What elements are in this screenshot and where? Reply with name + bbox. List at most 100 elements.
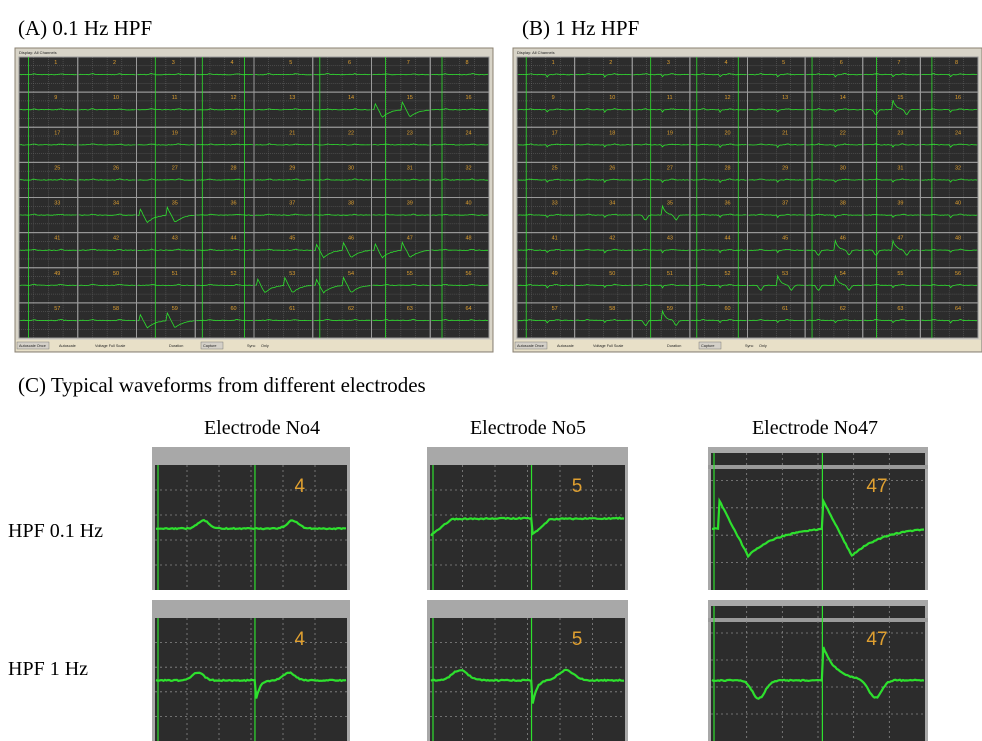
channel-number: 43	[172, 236, 178, 242]
channel-number: 62	[348, 306, 354, 312]
channel-number: 30	[348, 165, 354, 171]
channel-number: 38	[840, 201, 846, 207]
channel-number: 45	[782, 236, 788, 242]
toolbar-text: Sync	[247, 344, 256, 348]
channel-number: 15	[407, 95, 413, 101]
channel-number: 24	[955, 130, 961, 136]
channel-number: 43	[667, 236, 673, 242]
channel-number: 19	[667, 130, 673, 136]
channel-number: 18	[609, 130, 615, 136]
channel-number: 42	[609, 236, 615, 242]
channel-number: 39	[407, 201, 413, 207]
channel-number: 47	[866, 476, 887, 497]
channel-number: 32	[466, 165, 472, 171]
channel-number: 8	[466, 60, 469, 66]
channel-number: 37	[289, 201, 295, 207]
panel-label: (C) Typical waveforms from different ele…	[18, 373, 426, 397]
channel-number: 44	[724, 236, 730, 242]
channel-number: 39	[897, 201, 903, 207]
channel-number: 11	[667, 95, 673, 101]
channel-number: 4	[295, 629, 306, 650]
channel-number: 64	[955, 306, 961, 312]
channel-number: 31	[407, 165, 413, 171]
toolbar-text: Voltage Full Scale	[593, 344, 623, 348]
channel-number: 27	[667, 165, 673, 171]
channel-number: 29	[289, 165, 295, 171]
channel-number: 4	[295, 476, 306, 497]
channel-number: 53	[782, 271, 788, 277]
channel-number: 47	[866, 629, 887, 650]
channel-number: 56	[466, 271, 472, 277]
channel-number: 48	[955, 236, 961, 242]
channel-number: 1	[552, 60, 555, 66]
channel-number: 16	[955, 95, 961, 101]
channel-number: 17	[54, 130, 60, 136]
channel-number: 11	[172, 95, 178, 101]
channel-number: 45	[289, 236, 295, 242]
channel-number: 28	[724, 165, 730, 171]
channel-number: 9	[54, 95, 57, 101]
channel-number: 31	[897, 165, 903, 171]
channel-number: 29	[782, 165, 788, 171]
channel-number: 58	[113, 306, 119, 312]
channel-number: 7	[407, 60, 410, 66]
channel-number: 47	[897, 236, 903, 242]
panel-header: Display: All Channels	[19, 50, 57, 55]
channel-number: 49	[552, 271, 558, 277]
panel-header: Display: All Channels	[517, 50, 555, 55]
channel-number: 33	[552, 201, 558, 207]
toolbar-text: Only	[759, 344, 767, 348]
channel-number: 55	[897, 271, 903, 277]
channel-number: 63	[897, 306, 903, 312]
toolbar-text: Autoscale	[557, 344, 574, 348]
channel-number: 12	[231, 95, 237, 101]
channel-number: 13	[289, 95, 295, 101]
channel-number: 3	[667, 60, 670, 66]
toolbar-text: Duration	[667, 344, 681, 348]
channel-number: 26	[113, 165, 119, 171]
channel-number: 37	[782, 201, 788, 207]
channel-number: 2	[113, 60, 116, 66]
channel-number: 50	[113, 271, 119, 277]
channel-number: 32	[955, 165, 961, 171]
channel-number: 46	[840, 236, 846, 242]
channel-number: 57	[54, 306, 60, 312]
channel-number: 6	[348, 60, 351, 66]
channel-number: 2	[609, 60, 612, 66]
channel-number: 22	[348, 130, 354, 136]
channel-number: 15	[897, 95, 903, 101]
channel-number: 14	[348, 95, 354, 101]
channel-number: 23	[897, 130, 903, 136]
channel-number: 10	[609, 95, 615, 101]
channel-number: 41	[552, 236, 558, 242]
channel-number: 57	[552, 306, 558, 312]
channel-number: 5	[289, 60, 292, 66]
channel-number: 21	[782, 130, 788, 136]
channel-number: 49	[54, 271, 60, 277]
panel-label: (B) 1 Hz HPF	[522, 16, 639, 40]
channel-number: 33	[54, 201, 60, 207]
channel-number: 19	[172, 130, 178, 136]
channel-number: 20	[724, 130, 730, 136]
channel-number: 34	[113, 201, 119, 207]
channel-number: 7	[897, 60, 900, 66]
channel-number: 14	[840, 95, 846, 101]
channel-number: 10	[113, 95, 119, 101]
toolbar-text: Autoscale	[59, 344, 76, 348]
channel-number: 54	[348, 271, 354, 277]
channel-number: 38	[348, 201, 354, 207]
channel-number: 13	[782, 95, 788, 101]
channel-number: 48	[466, 236, 472, 242]
column-title: Electrode No5	[470, 417, 586, 439]
channel-number: 23	[407, 130, 413, 136]
channel-number: 51	[172, 271, 178, 277]
channel-number: 28	[231, 165, 237, 171]
channel-number: 64	[466, 306, 472, 312]
channel-number: 25	[552, 165, 558, 171]
channel-number: 8	[955, 60, 958, 66]
channel-number: 59	[172, 306, 178, 312]
toolbar-text: Capture	[203, 344, 217, 348]
channel-number: 53	[289, 271, 295, 277]
channel-number: 18	[113, 130, 119, 136]
channel-number: 30	[840, 165, 846, 171]
